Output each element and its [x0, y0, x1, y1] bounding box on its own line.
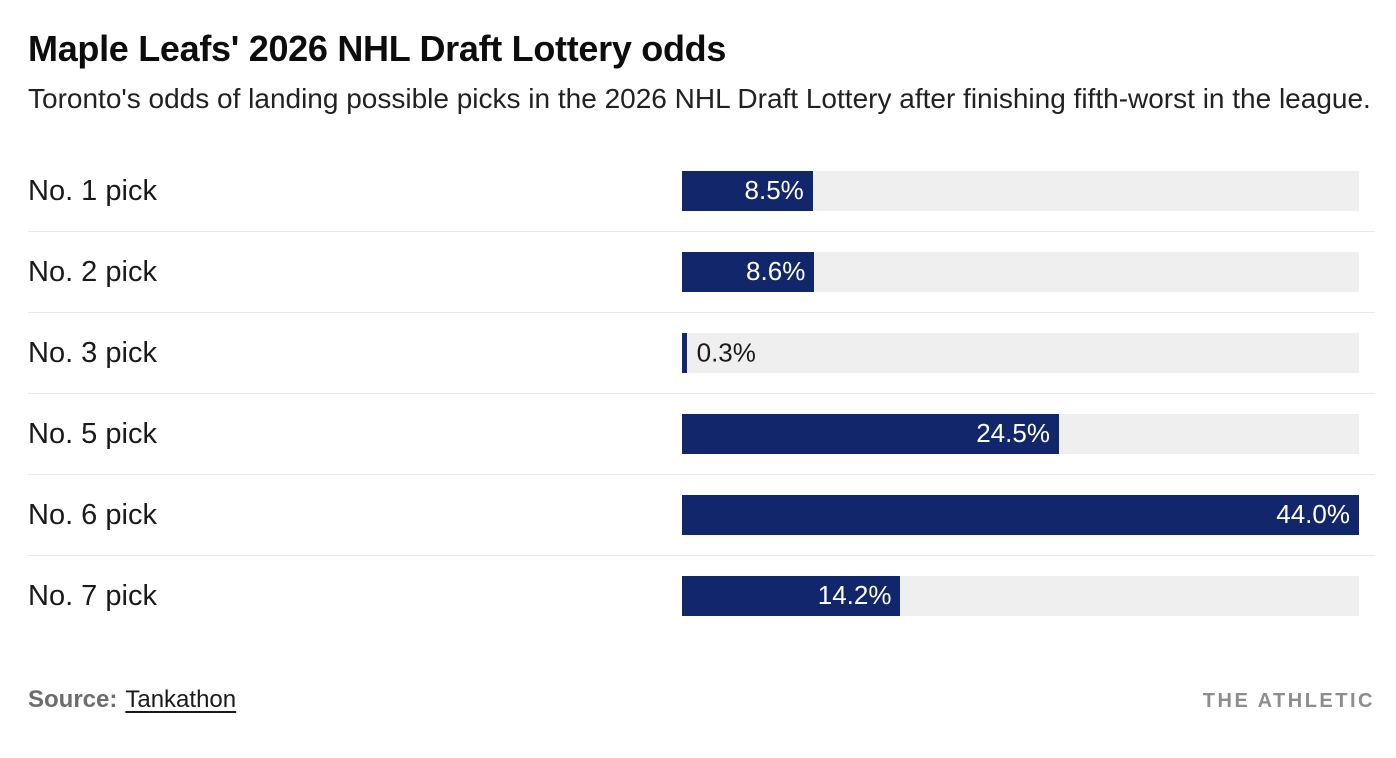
category-label: No. 5 pick	[28, 417, 157, 450]
page-subtitle: Toronto's odds of landing possible picks…	[28, 82, 1371, 114]
bar-chart: No. 1 pick 8.5% No. 2 pick 8.6% No. 3 pick 0.…	[28, 151, 1375, 636]
category-label: No. 7 pick	[28, 579, 157, 612]
chart-row: No. 2 pick 8.6%	[28, 232, 1375, 313]
category-label: No. 1 pick	[28, 174, 157, 207]
value-label: 24.5%	[976, 418, 1050, 449]
bar: 24.5%	[682, 413, 1059, 454]
bar-track: 8.6%	[682, 251, 1359, 292]
bar: 8.5%	[682, 170, 813, 211]
page-title: Maple Leafs' 2026 NHL Draft Lottery odds	[28, 28, 727, 69]
bar-track: 24.5%	[682, 413, 1359, 454]
value-label: 44.0%	[1276, 499, 1350, 530]
category-label: No. 6 pick	[28, 498, 157, 531]
bar-track: 0.3%	[682, 332, 1359, 373]
bar-track: 44.0%	[682, 494, 1359, 535]
chart-row: No. 6 pick 44.0%	[28, 475, 1375, 556]
header: Maple Leafs' 2026 NHL Draft Lottery odds…	[28, 30, 1375, 117]
bar-track: 14.2%	[682, 575, 1359, 616]
chart-row: No. 5 pick 24.5%	[28, 394, 1375, 475]
source-label: Source:	[28, 685, 118, 713]
value-label: 14.2%	[817, 580, 892, 611]
source-link[interactable]: Tankathon	[125, 685, 237, 713]
bar	[682, 332, 687, 373]
footer: Source: Tankathon THE ATHLETIC	[28, 686, 1375, 714]
category-label: No. 3 pick	[28, 336, 157, 369]
brand-logo: THE ATHLETIC	[1202, 689, 1375, 712]
value-label: 8.6%	[746, 256, 806, 287]
value-label: 8.5%	[744, 175, 804, 206]
chart-row: No. 3 pick 0.3%	[28, 313, 1375, 394]
bar: 44.0%	[682, 494, 1359, 535]
category-label: No. 2 pick	[28, 255, 157, 288]
bar: 14.2%	[682, 575, 901, 616]
chart-row: No. 7 pick 14.2%	[28, 556, 1375, 636]
source-line: Source: Tankathon	[28, 686, 236, 714]
bar: 8.6%	[682, 251, 815, 292]
value-label: 0.3%	[696, 337, 756, 368]
bar-track: 8.5%	[682, 170, 1359, 211]
chart-row: No. 1 pick 8.5%	[28, 151, 1375, 232]
